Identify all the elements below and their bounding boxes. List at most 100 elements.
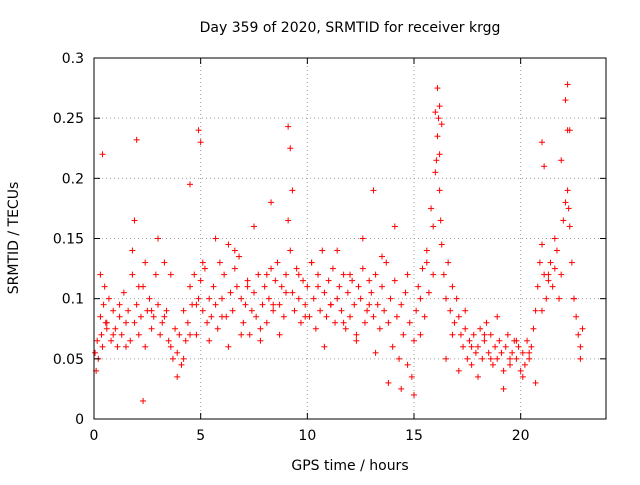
data-point [114, 343, 121, 350]
data-point [174, 349, 181, 356]
data-point [509, 349, 516, 356]
data-point [402, 289, 409, 296]
data-point [238, 331, 245, 338]
data-point [517, 367, 524, 374]
data-point [551, 265, 558, 272]
data-point [432, 109, 439, 116]
data-point [97, 271, 104, 278]
data-point [558, 271, 565, 278]
data-point [457, 331, 464, 338]
data-point [556, 295, 563, 302]
data-point [340, 271, 347, 278]
data-point [479, 355, 486, 362]
data-point [349, 277, 356, 284]
data-point [579, 325, 586, 332]
data-point [293, 265, 300, 272]
data-point [564, 187, 571, 194]
data-point [526, 349, 533, 356]
data-point [251, 289, 257, 296]
data-point [257, 325, 264, 332]
data-point [411, 391, 417, 398]
data-point [532, 379, 539, 386]
data-point [361, 319, 368, 326]
data-point [123, 319, 129, 326]
data-point [195, 295, 202, 302]
data-point [391, 277, 398, 284]
data-point [364, 307, 371, 314]
y-tick-label: 0.3 [62, 51, 84, 67]
data-point [435, 115, 442, 122]
data-point [176, 331, 183, 338]
data-point [103, 325, 110, 332]
data-point [400, 331, 407, 338]
data-point [528, 343, 535, 350]
data-point [530, 325, 537, 332]
data-point [564, 81, 571, 88]
data-point [129, 271, 136, 278]
data-point [274, 259, 281, 266]
data-point [212, 301, 219, 308]
data-point [539, 241, 545, 248]
data-point [278, 283, 285, 290]
data-point [199, 259, 206, 266]
data-point [440, 271, 447, 278]
data-point [150, 313, 157, 320]
data-point [184, 319, 191, 326]
data-point [174, 373, 181, 380]
data-point [577, 343, 584, 350]
data-point [99, 151, 106, 158]
x-axis-label: GPS time / hours [291, 458, 408, 474]
data-point [376, 325, 383, 332]
data-point [253, 313, 260, 320]
data-point [368, 289, 375, 296]
data-point [195, 127, 202, 134]
data-point [219, 295, 225, 302]
data-point [428, 205, 435, 212]
data-point [539, 307, 545, 314]
data-point [334, 295, 341, 302]
data-point [342, 325, 349, 332]
data-point [214, 325, 221, 332]
data-point [423, 247, 430, 254]
data-point [180, 307, 187, 314]
data-point [105, 295, 112, 302]
data-point [483, 319, 490, 326]
data-point [140, 397, 147, 404]
data-point [152, 271, 159, 278]
data-point [135, 331, 142, 338]
data-point [257, 337, 264, 344]
data-point [532, 307, 539, 314]
data-point [225, 343, 232, 350]
data-point [336, 283, 343, 290]
data-point [133, 301, 140, 308]
y-tick-label: 0 [75, 412, 84, 428]
x-axis-tick-labels: 0 5 10 15 20 [90, 428, 530, 444]
data-point [449, 283, 456, 290]
data-point [302, 301, 309, 308]
data-point [131, 319, 138, 326]
data-point [135, 283, 142, 290]
data-point [383, 259, 390, 266]
data-point [549, 283, 556, 290]
data-point [233, 283, 240, 290]
data-point [148, 325, 155, 332]
data-point [477, 325, 484, 332]
data-point [434, 85, 441, 92]
data-point [575, 331, 582, 338]
data-point [404, 361, 411, 368]
data-point [355, 283, 362, 290]
data-point [494, 313, 501, 320]
data-point [244, 277, 251, 284]
data-point [433, 157, 440, 164]
data-point [504, 331, 511, 338]
data-point [500, 367, 507, 374]
data-point [466, 337, 473, 344]
data-point [359, 235, 366, 242]
data-point [270, 307, 277, 314]
data-point [295, 271, 302, 278]
data-point [545, 277, 552, 284]
data-point [118, 331, 125, 338]
data-point [178, 361, 185, 368]
data-point [411, 337, 417, 344]
